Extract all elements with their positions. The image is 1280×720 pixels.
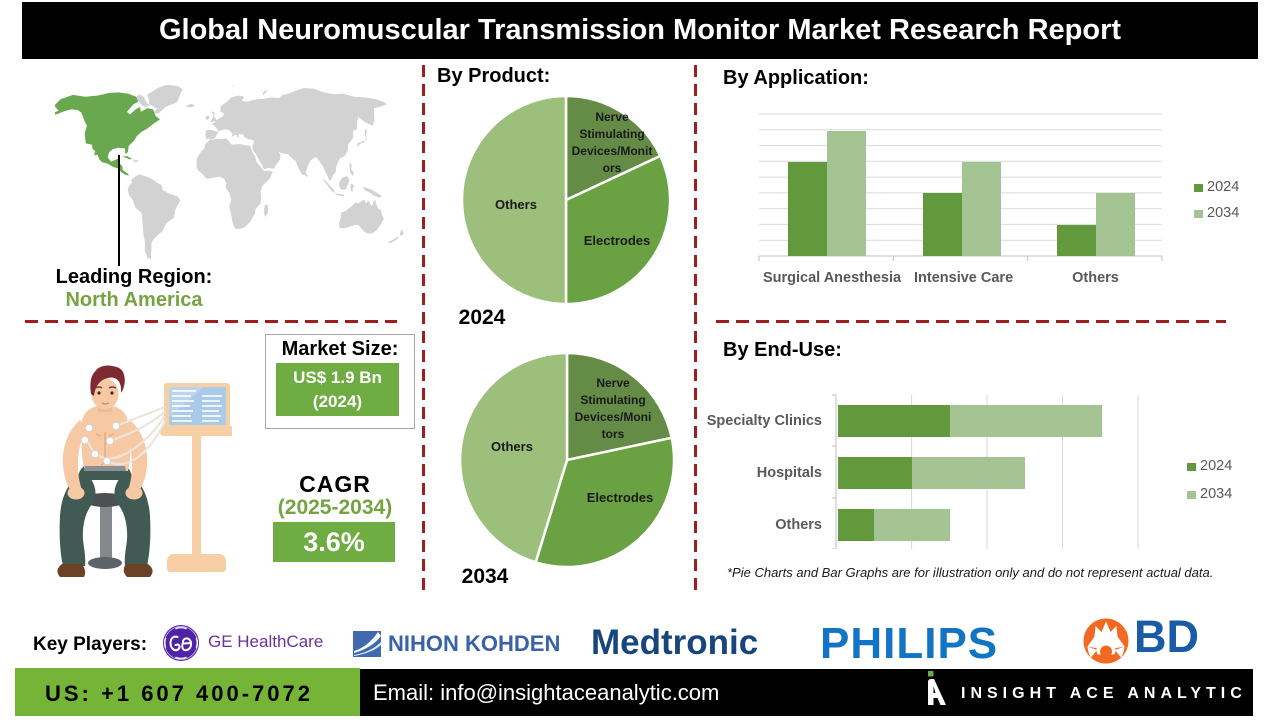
- svg-text:Others: Others: [491, 439, 533, 454]
- svg-text:Electrodes: Electrodes: [584, 233, 650, 248]
- svg-text:Stimulating: Stimulating: [579, 127, 644, 141]
- svg-text:Others: Others: [495, 197, 537, 212]
- svg-text:Electrodes: Electrodes: [587, 490, 653, 505]
- svg-text:Nerve: Nerve: [595, 110, 629, 124]
- svg-text:ors: ors: [603, 161, 622, 175]
- svg-text:Nerve: Nerve: [596, 376, 630, 390]
- svg-text:Stimulating: Stimulating: [580, 393, 645, 407]
- svg-text:tors: tors: [602, 427, 625, 441]
- svg-text:Devices/Monit: Devices/Monit: [572, 144, 653, 158]
- svg-text:Devices/Moni: Devices/Moni: [575, 410, 652, 424]
